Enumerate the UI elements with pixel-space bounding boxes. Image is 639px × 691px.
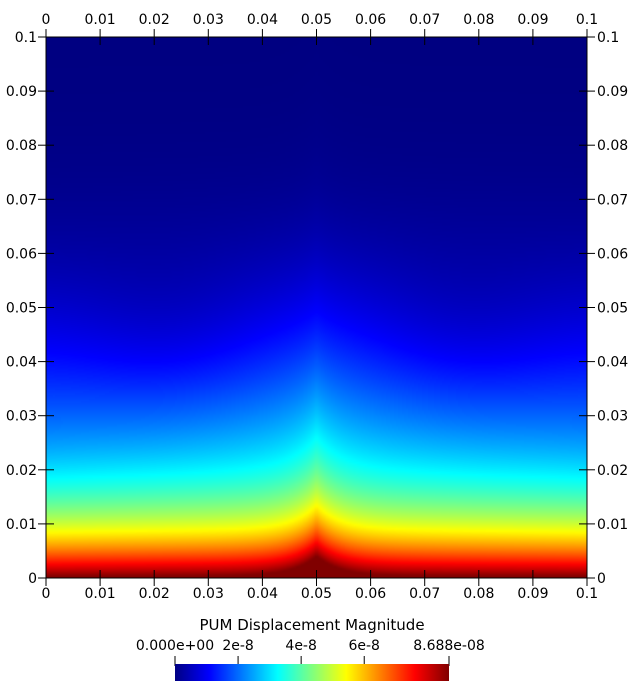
y-tick-label-left: 0 — [28, 571, 37, 587]
colorbar-title: PUM Displacement Magnitude — [199, 616, 424, 634]
y-tick-label-left: 0.07 — [6, 192, 37, 208]
x-tick-label-top: 0.03 — [193, 12, 224, 28]
x-tick-label-bottom: 0.06 — [355, 586, 386, 602]
y-tick-label-right: 0.01 — [597, 517, 628, 533]
y-tick-label-left: 0.02 — [6, 463, 37, 479]
y-tick-label-right: 0.05 — [597, 301, 628, 317]
colorbar-tick-label: 8.688e-08 — [413, 638, 485, 654]
axes: 000.010.010.020.020.030.030.040.040.050.… — [6, 12, 628, 602]
x-tick-label-top: 0.06 — [355, 12, 386, 28]
y-tick-label-left: 0.09 — [6, 84, 37, 100]
y-tick-label-right: 0.09 — [597, 84, 628, 100]
colorbar-gradient — [175, 664, 449, 681]
y-tick-label-left: 0.04 — [6, 355, 37, 371]
y-tick-label-right: 0 — [597, 571, 606, 587]
colorbar-tick-label: 6e-8 — [348, 638, 379, 654]
x-tick-label-top: 0.09 — [517, 12, 548, 28]
y-tick-label-right: 0.04 — [597, 355, 628, 371]
x-tick-label-bottom: 0 — [42, 586, 51, 602]
y-tick-label-left: 0.1 — [15, 30, 37, 46]
y-tick-label-right: 0.1 — [597, 30, 619, 46]
y-tick-label-right: 0.06 — [597, 246, 628, 262]
x-tick-label-bottom: 0.03 — [193, 586, 224, 602]
colorbar-tick-label: 4e-8 — [285, 638, 316, 654]
y-tick-label-right: 0.07 — [597, 192, 628, 208]
x-tick-label-top: 0 — [42, 12, 51, 28]
x-tick-label-top: 0.1 — [576, 12, 598, 28]
heatmap-field — [46, 37, 587, 578]
colorbar-tick-label: 0.000e+00 — [136, 638, 214, 654]
colorbar-ticks: 0.000e+00 2e-8 4e-8 6e-8 8.688e-08 — [136, 638, 485, 666]
x-tick-label-top: 0.08 — [463, 12, 494, 28]
y-tick-label-left: 0.08 — [6, 138, 37, 154]
x-tick-label-bottom: 0.04 — [247, 586, 278, 602]
x-tick-label-bottom: 0.09 — [517, 586, 548, 602]
x-tick-label-bottom: 0.02 — [139, 586, 170, 602]
y-tick-label-left: 0.03 — [6, 409, 37, 425]
x-tick-label-top: 0.01 — [85, 12, 116, 28]
x-tick-label-bottom: 0.05 — [301, 586, 332, 602]
x-tick-label-top: 0.02 — [139, 12, 170, 28]
y-tick-label-left: 0.06 — [6, 246, 37, 262]
y-tick-label-left: 0.01 — [6, 517, 37, 533]
x-tick-label-top: 0.05 — [301, 12, 332, 28]
x-tick-label-bottom: 0.01 — [85, 586, 116, 602]
y-tick-label-right: 0.08 — [597, 138, 628, 154]
x-tick-label-top: 0.04 — [247, 12, 278, 28]
y-tick-label-left: 0.05 — [6, 301, 37, 317]
x-tick-label-bottom: 0.1 — [576, 586, 598, 602]
x-tick-label-top: 0.07 — [409, 12, 440, 28]
colorbar-tick-label: 2e-8 — [222, 638, 253, 654]
colorbar: PUM Displacement Magnitude 0.000e+00 2e-8… — [136, 616, 485, 681]
x-tick-label-bottom: 0.07 — [409, 586, 440, 602]
y-tick-label-right: 0.03 — [597, 409, 628, 425]
y-tick-label-right: 0.02 — [597, 463, 628, 479]
x-tick-label-bottom: 0.08 — [463, 586, 494, 602]
